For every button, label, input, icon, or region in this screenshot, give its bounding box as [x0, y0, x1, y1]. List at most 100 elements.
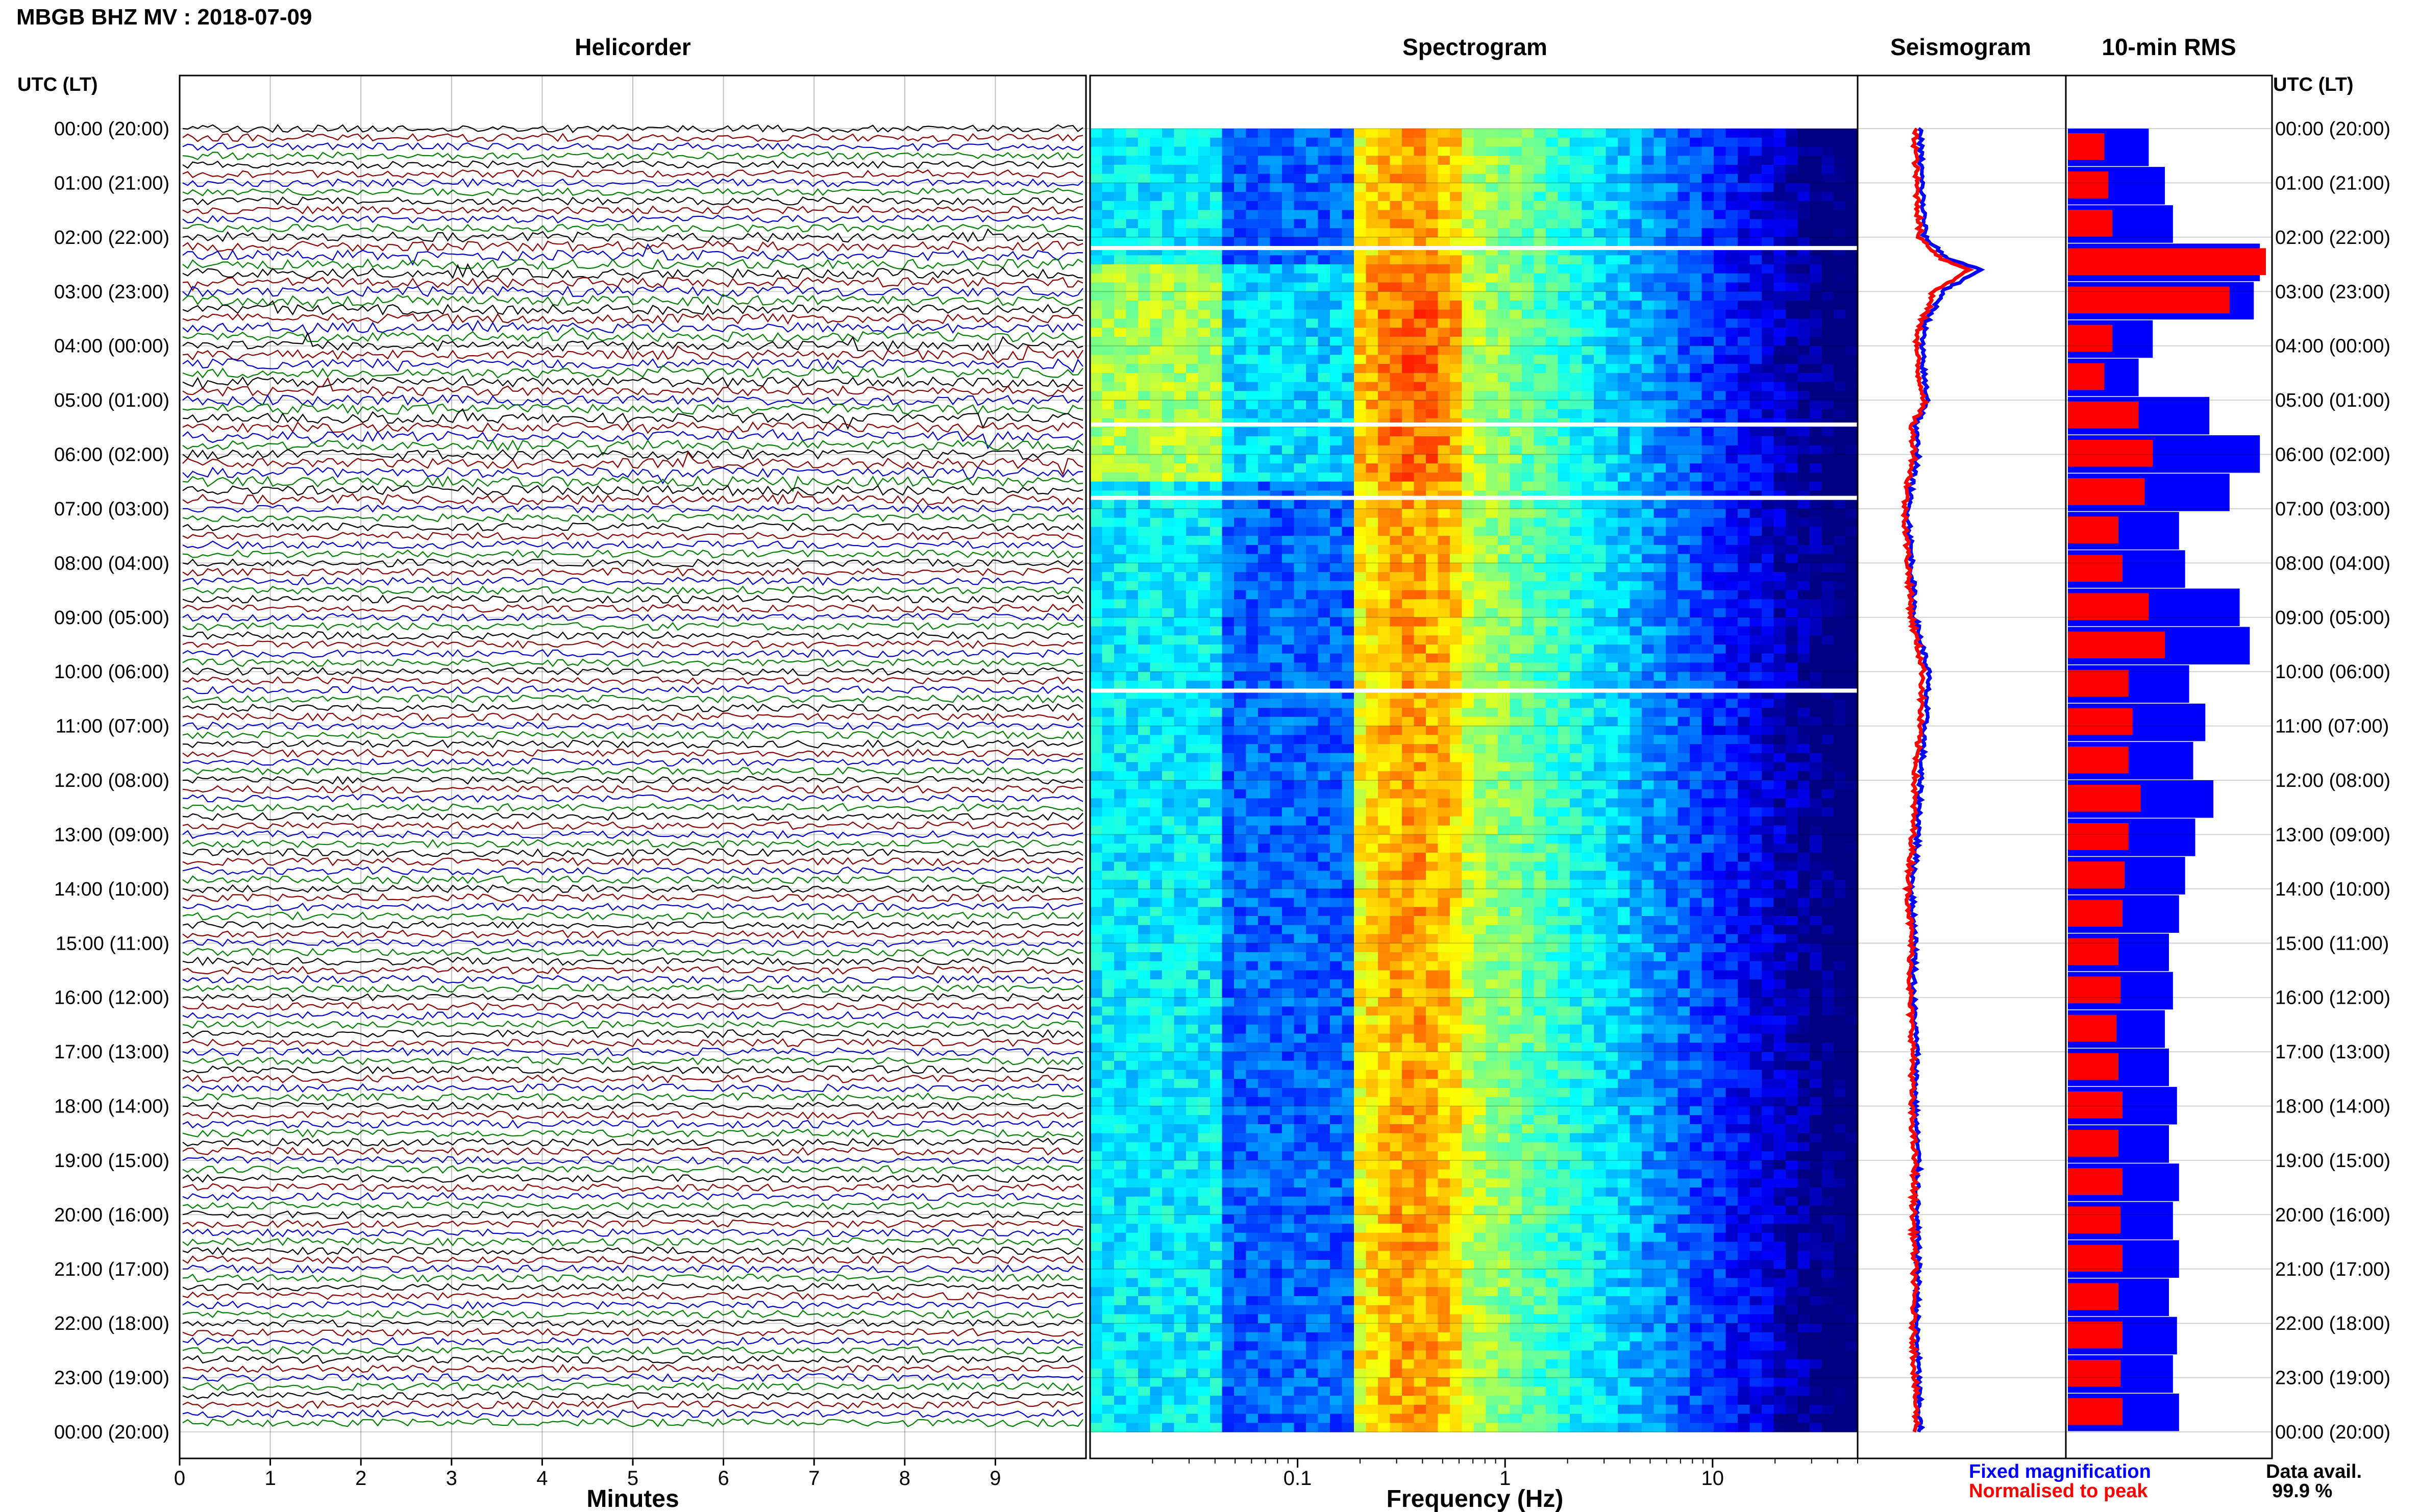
spectrogram-cell [1330, 373, 1343, 383]
spectrogram-cell [1606, 735, 1618, 745]
spectrogram-cell [1198, 318, 1211, 328]
spectrogram-cell [1498, 735, 1511, 745]
spectrogram-cell [1594, 807, 1607, 817]
spectrogram-cell [1690, 789, 1702, 799]
spectrogram-cell [1390, 400, 1402, 410]
spectrogram-cell [1414, 780, 1426, 790]
spectrogram-cell [1102, 373, 1115, 383]
spectrogram-cell [1354, 626, 1367, 636]
spectrogram-cell [1114, 328, 1127, 337]
spectrogram-cell [1354, 282, 1367, 292]
spectrogram-cell [1810, 345, 1822, 355]
spectrogram-cell [1594, 798, 1607, 808]
spectrogram-cell [1834, 481, 1846, 491]
spectrogram-cell [1318, 436, 1330, 446]
spectrogram-cell [1294, 137, 1306, 147]
spectrogram-cell [1222, 753, 1235, 763]
spectrogram-cell [1701, 301, 1714, 310]
spectrogram-cell [1402, 599, 1415, 609]
spectrogram-cell [1714, 554, 1726, 563]
spectrogram-cell [1606, 382, 1618, 391]
spectrogram-cell [1234, 672, 1247, 681]
spectrogram-cell [1474, 391, 1487, 401]
spectrogram-cell [1378, 762, 1391, 772]
spectrogram-cell [1102, 192, 1115, 202]
spectrogram-cell [1210, 237, 1223, 247]
spectrogram-cell [1222, 599, 1235, 609]
spectrogram-cell [1222, 744, 1235, 754]
spectrogram-cell [1138, 192, 1151, 202]
spectrogram-cell [1318, 463, 1330, 473]
spectrogram-cell [1786, 156, 1798, 165]
spectrogram-cell [1378, 173, 1391, 183]
spectrogram-cell [1450, 527, 1463, 536]
spectrogram-cell [1630, 391, 1642, 401]
spectrogram-cell [1845, 129, 1858, 138]
spectrogram-cell [1342, 581, 1354, 591]
spectrogram-cell [1546, 228, 1559, 238]
spectrogram-cell [1174, 355, 1187, 364]
spectrogram-cell [1378, 463, 1391, 473]
spectrogram-cell [1246, 617, 1258, 627]
spectrogram-cell [1330, 626, 1343, 636]
spectrogram-cell [1390, 382, 1402, 391]
spectrogram-cell [1773, 473, 1786, 482]
spectrogram-cell [1582, 282, 1594, 292]
spectrogram-cell [1738, 825, 1750, 835]
spectrogram-cell [1330, 282, 1343, 292]
spectrogram-cell [1749, 662, 1762, 672]
spectrogram-cell [1810, 726, 1822, 735]
spectrogram-cell [1114, 173, 1127, 183]
spectrogram-cell [1474, 744, 1487, 754]
spectrogram-cell [1138, 726, 1151, 735]
spectrogram-cell [1282, 536, 1295, 546]
spectrogram-cell [1558, 336, 1570, 346]
spectrogram-cell [1102, 762, 1115, 772]
spectrogram-cell [1450, 481, 1463, 491]
spectrogram-cell [1414, 146, 1426, 156]
spectrogram-cell [1210, 544, 1223, 555]
spectrogram-cell [1486, 599, 1498, 609]
spectrogram-cell [1438, 318, 1450, 328]
spectrogram-cell [1474, 527, 1487, 536]
spectrogram-cell [1810, 264, 1822, 274]
spectrogram-cell [1666, 735, 1679, 745]
spectrogram-cell [1618, 400, 1631, 410]
spectrogram-cell [1810, 554, 1822, 563]
spectrogram-cell [1462, 789, 1474, 799]
spectrogram-cell [1246, 753, 1258, 763]
spectrogram-cell [1402, 816, 1415, 826]
spectrogram-cell [1786, 500, 1798, 509]
spectrogram-cell [1222, 210, 1235, 219]
spectrogram-cell [1174, 273, 1187, 283]
spectrogram-cell [1162, 228, 1175, 238]
spectrogram-cell [1354, 463, 1367, 473]
spectrogram-cell [1845, 473, 1858, 482]
spectrogram-cell [1330, 726, 1343, 735]
spectrogram-cell [1114, 436, 1127, 446]
spectrogram-cell [1426, 544, 1439, 555]
spectrogram-cell [1150, 364, 1163, 374]
spectrogram-cell [1474, 183, 1487, 192]
spectrogram-cell [1234, 301, 1247, 310]
spectrogram-cell [1234, 789, 1247, 799]
spectrogram-cell [1138, 581, 1151, 591]
spectrogram-cell [1534, 662, 1546, 672]
spectrogram-cell [1414, 391, 1426, 401]
spectrogram-cell [1474, 500, 1487, 509]
spectrogram-cell [1234, 382, 1247, 391]
spectrogram-cell [1174, 318, 1187, 328]
spectrogram-cell [1534, 481, 1546, 491]
spectrogram-cell [1714, 599, 1726, 609]
spectrogram-cell [1090, 554, 1103, 563]
spectrogram-cell [1725, 146, 1738, 156]
spectrogram-cell [1821, 699, 1834, 708]
spectrogram-cell [1510, 364, 1522, 374]
spectrogram-cell [1642, 183, 1655, 192]
spectrogram-cell [1090, 762, 1103, 772]
spectrogram-cell [1354, 436, 1367, 446]
spectrogram-cell [1498, 210, 1511, 219]
spectrogram-cell [1749, 427, 1762, 437]
spectrogram-cell [1821, 708, 1834, 717]
spectrogram-cell [1294, 183, 1306, 192]
